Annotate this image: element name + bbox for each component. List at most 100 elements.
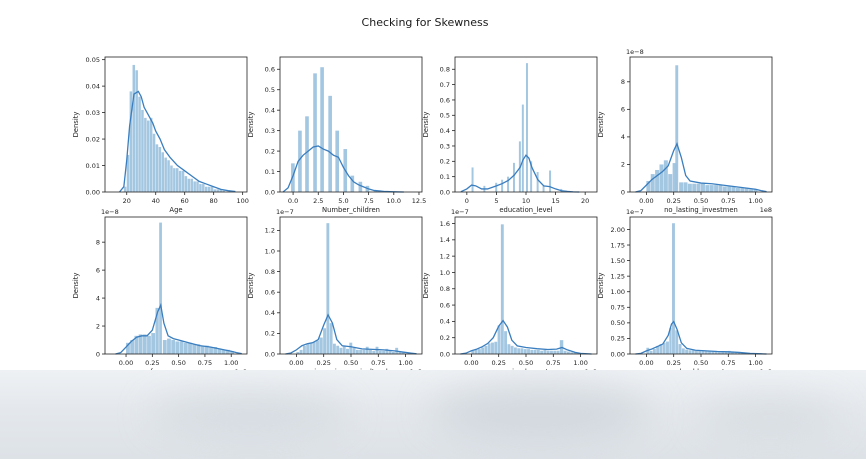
histogram-bar: [530, 161, 533, 192]
backdrop-blur-shape: [150, 395, 350, 435]
histogram-bar: [170, 165, 173, 192]
histogram-bar: [306, 343, 310, 354]
y-offset-label: 1e−7: [626, 208, 644, 216]
kde-line: [635, 142, 767, 193]
x-tick-label: 5: [494, 197, 498, 205]
histogram-bar: [175, 341, 180, 354]
histogram-bar: [556, 350, 560, 354]
kde-line: [460, 319, 592, 355]
y-tick-label: 0.01: [86, 162, 100, 170]
histogram-bar: [173, 168, 176, 192]
histogram-bar: [652, 349, 656, 354]
histogram-bar: [668, 174, 673, 192]
histogram-bar: [495, 182, 498, 192]
histogram-bar: [681, 348, 685, 354]
histogram-bar: [221, 349, 226, 354]
y-tick-label: 0.5: [265, 86, 275, 94]
subplot-7: 0.00 0.25 0.50 0.75 1.00 0.0 0.2 0.4 0.6 0.8 1.0 1.…: [422, 208, 598, 376]
x-tick-label: 20: [123, 197, 131, 205]
histogram-bar: [149, 117, 153, 192]
histogram-bar: [705, 185, 710, 192]
histogram-bar: [520, 348, 524, 354]
histogram-bar: [299, 349, 303, 354]
y-tick-label: 0.6: [440, 96, 450, 104]
histogram-bar: [184, 176, 188, 192]
histogram-bar: [346, 348, 349, 354]
histogram-bar: [187, 178, 191, 192]
y-tick-label: 6: [96, 266, 100, 274]
histogram-bar: [701, 350, 705, 354]
histogram-bar: [724, 352, 728, 354]
histogram-bar: [549, 170, 552, 192]
histogram-bar: [692, 183, 697, 192]
kde-line: [115, 302, 242, 355]
y-tick-label: 1.50: [611, 257, 625, 265]
charts-svg: Checking for Skewness 20 40 60 80 1000.000.0…: [72, 16, 773, 376]
histogram-bar: [142, 334, 147, 354]
histogram-bar: [731, 352, 734, 354]
histogram-bar: [546, 350, 550, 354]
histogram-bar: [155, 307, 159, 354]
histogram-bar: [382, 350, 386, 354]
histogram-bar: [391, 351, 395, 354]
histogram-bar: [328, 95, 332, 192]
y-axis-label: Density: [422, 273, 430, 299]
histogram-bar: [740, 187, 745, 192]
y-tick-label: 1.75: [611, 241, 625, 249]
histogram-bar: [497, 325, 501, 354]
histogram-bar: [536, 349, 540, 354]
histogram-bar: [696, 183, 701, 192]
x-tick-label: 12.5: [412, 197, 426, 205]
blurred-backdrop: [0, 370, 866, 459]
histogram-bar: [225, 349, 230, 354]
y-tick-label: 0.5: [440, 112, 450, 120]
histogram-bar: [500, 224, 504, 354]
histogram-bar: [147, 120, 150, 192]
kde-line: [635, 320, 767, 355]
y-axis-label: Density: [247, 273, 255, 299]
axes-frame: [104, 56, 248, 193]
histogram-bar: [740, 352, 744, 354]
histogram-bar: [685, 349, 689, 354]
y-tick-label: 0.4: [265, 106, 275, 114]
histogram-bar: [171, 340, 176, 354]
histogram-bar: [147, 335, 151, 354]
x-tick-label: 1.00: [573, 359, 587, 367]
histogram-bar: [388, 350, 392, 354]
histogram-bar: [504, 331, 508, 354]
histogram-bar: [362, 349, 366, 354]
histogram-bar: [688, 350, 692, 354]
x-tick-label: 0: [465, 197, 469, 205]
histogram-bar: [735, 187, 740, 192]
histogram-bar: [543, 349, 547, 354]
kde-line: [282, 145, 404, 193]
y-tick-label: 0.3: [265, 127, 275, 135]
y-tick-label: 0.0: [440, 188, 450, 196]
histogram-bar: [675, 65, 679, 192]
histogram-bar: [217, 348, 222, 354]
y-tick-label: 1.0: [265, 247, 275, 255]
histogram-bar: [323, 328, 327, 354]
histogram-bar: [487, 343, 491, 354]
histogram-bar: [711, 351, 715, 354]
histogram-bar: [209, 347, 213, 354]
x-tick-label: 7.5: [363, 197, 373, 205]
histogram-bar: [563, 350, 567, 354]
histogram-bar: [526, 63, 528, 192]
histogram-bar: [734, 352, 738, 354]
histogram-bar: [200, 345, 205, 354]
histogram-bar: [207, 186, 211, 192]
x-tick-label: 0.75: [721, 359, 735, 367]
x-tick-label: 1.00: [224, 359, 238, 367]
histogram-bar: [335, 130, 340, 192]
histogram-bar: [130, 340, 135, 354]
kde-line: [285, 313, 417, 355]
y-offset-label: 1e−8: [626, 48, 644, 56]
y-tick-label: 0.4: [440, 127, 450, 135]
subplot-5: 0.000.250.500.751.0002468farm_expensesDe…: [72, 208, 248, 376]
y-tick-label: 1.2: [265, 227, 275, 235]
kde-line: [460, 154, 580, 193]
histogram-bar: [365, 346, 369, 354]
y-tick-label: 0.6: [440, 301, 450, 309]
y-tick-label: 0: [621, 188, 625, 196]
